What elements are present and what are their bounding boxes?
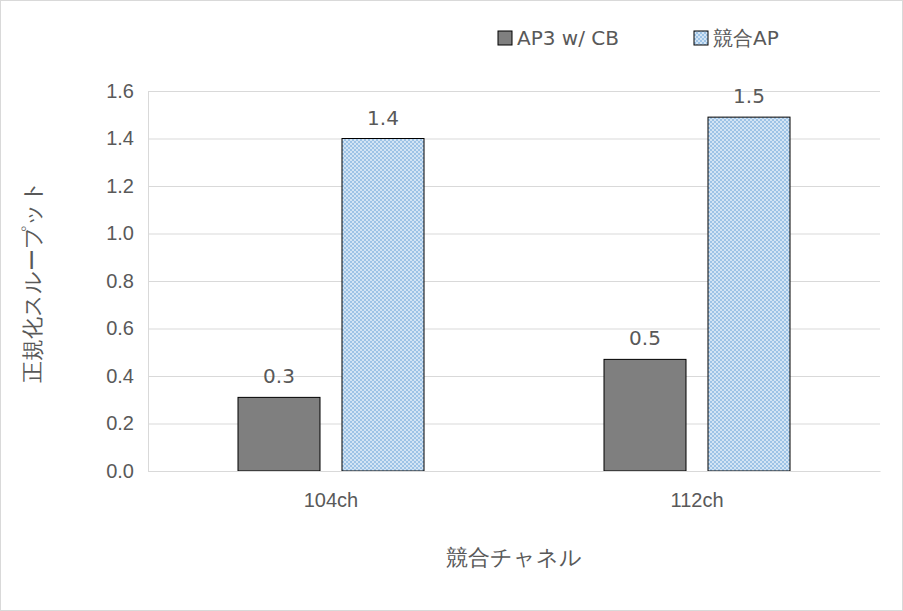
y-axis: 0.0 0.2 0.4 0.6 0.8 1.0 1.2 1.4 1.6 <box>106 80 880 482</box>
bar <box>604 359 686 471</box>
data-label: 1.4 <box>367 106 399 130</box>
grid-line <box>148 91 880 92</box>
chart: 0.0 0.2 0.4 0.6 0.8 1.0 1.2 1.4 1.6 104ch 112ch 0.3… <box>0 0 903 611</box>
data-label: 0.3 <box>263 364 295 388</box>
legend-label: 競合AP <box>713 26 779 50</box>
y-tick-label: 0.8 <box>106 270 134 292</box>
x-tick: 104ch <box>304 471 359 511</box>
legend: AP3 w/ CB 競合AP <box>498 26 779 50</box>
x-axis-line <box>149 471 881 472</box>
y-tick-label: 0.0 <box>106 460 134 482</box>
y-tick-label: 1.6 <box>106 80 134 102</box>
y-axis-title: 正規化スループット <box>20 180 45 383</box>
x-tick-label: 104ch <box>304 489 359 511</box>
y-tick-label: 0.2 <box>106 412 134 434</box>
chart-frame <box>1 1 903 611</box>
y-tick-label: 0.6 <box>106 317 134 339</box>
legend-label: AP3 w/ CB <box>517 26 619 50</box>
grid-line <box>148 471 880 472</box>
bar <box>342 139 424 472</box>
y-tick-label: 0.4 <box>106 365 134 387</box>
x-axis-title: 競合チャネル <box>446 545 582 570</box>
data-label: 0.5 <box>629 326 661 350</box>
legend-swatch <box>694 31 708 45</box>
x-axis: 104ch 112ch <box>149 471 881 511</box>
y-tick-label: 1.0 <box>106 222 134 244</box>
data-label: 1.5 <box>733 84 765 108</box>
bar <box>238 397 320 471</box>
y-axis-line <box>149 92 881 472</box>
y-tick-label: 1.4 <box>106 127 134 149</box>
data-labels: 0.3 0.5 1.4 1.5 <box>263 84 765 388</box>
bars <box>238 117 790 471</box>
plot: 0.0 0.2 0.4 0.6 0.8 1.0 1.2 1.4 1.6 104ch 112ch 0.3… <box>106 80 880 511</box>
legend-swatch <box>498 31 512 45</box>
x-tick: 112ch <box>670 471 723 511</box>
bar <box>708 117 790 471</box>
x-tick-label: 112ch <box>670 489 723 511</box>
y-tick-label: 1.2 <box>106 175 134 197</box>
